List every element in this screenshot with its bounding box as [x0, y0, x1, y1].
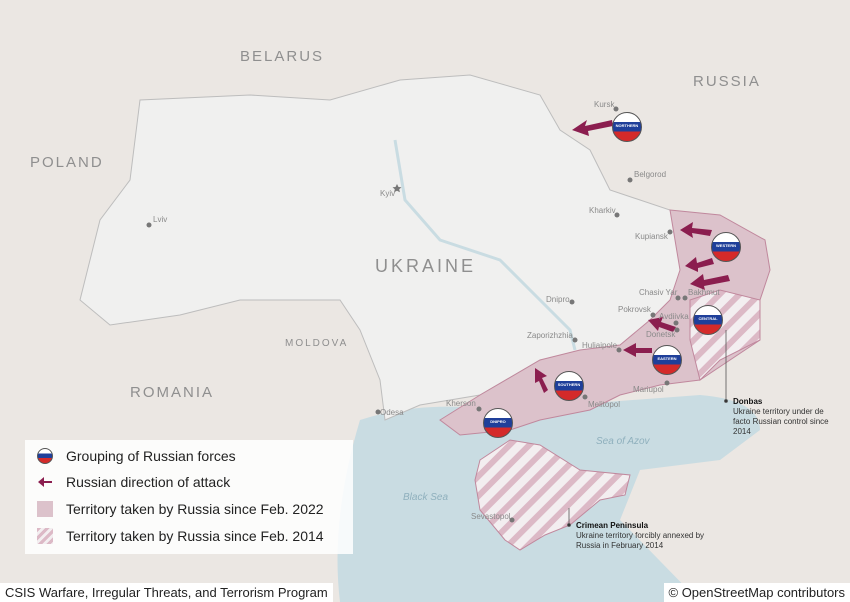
capital-star-icon	[392, 184, 402, 193]
force-group-label: NORTHERN	[615, 123, 639, 128]
russian-flag-badge-icon: EASTERN	[652, 345, 682, 375]
country-label-moldova: MOLDOVA	[285, 338, 349, 349]
annotation-title: Donbas	[733, 397, 763, 406]
legend-label: Russian direction of attack	[66, 474, 231, 490]
force-group-label: SOUTHERN	[557, 382, 581, 387]
legend-item: Territory taken by Russia since Feb. 202…	[37, 499, 324, 519]
city-dots	[146, 106, 688, 523]
arrow-left-icon	[535, 368, 548, 393]
city-label: Pokrovsk	[618, 305, 651, 314]
russian-flag-badge-icon	[37, 448, 53, 464]
country-label-poland: POLAND	[30, 154, 104, 171]
legend-label: Territory taken by Russia since Feb. 202…	[66, 501, 324, 517]
russian-flag-badge-icon: NORTHERN	[612, 112, 642, 142]
russian-flag-badge-icon: DNIPRO	[483, 408, 513, 438]
legend-label: Grouping of Russian forces	[66, 448, 236, 464]
russian-flag-badge-icon: WESTERN	[711, 232, 741, 262]
legend-item: Russian direction of attack	[37, 472, 230, 492]
country-label-ukraine: UKRAINE	[375, 256, 477, 276]
city-label: Kherson	[446, 399, 476, 408]
occupied-2014-crimea	[474, 439, 631, 551]
legend-label: Territory taken by Russia since Feb. 201…	[66, 528, 324, 544]
arrow-left-icon	[623, 343, 652, 357]
city-label: Lviv	[153, 215, 168, 224]
dnipro-river	[393, 139, 577, 351]
city-label: Mariupol	[633, 385, 664, 394]
city-label: Kupiansk	[635, 232, 668, 241]
city-label: Zaporizhzhia	[527, 331, 573, 340]
country-label-romania: ROMANIA	[130, 384, 215, 401]
arrow-left-icon	[648, 317, 676, 332]
russian-flag-badge-icon: CENTRAL	[693, 305, 723, 335]
city-label: Melitopol	[588, 400, 621, 409]
force-group-label: EASTERN	[657, 356, 677, 361]
city-label: Belgorod	[634, 170, 667, 179]
country-label-belarus: BELARUS	[240, 48, 325, 65]
city-label: Kharkiv	[589, 206, 616, 215]
arrow-left-icon	[572, 120, 613, 136]
arrow-left-icon	[680, 222, 712, 238]
city-label: Donetsk	[646, 330, 676, 339]
legend-item: Grouping of Russian forces	[37, 446, 236, 466]
city-label: Kursk	[594, 100, 615, 109]
annotation-text: Ukraine territory under de facto Russian…	[733, 407, 829, 436]
sea-label-azov: Sea of Azov	[596, 436, 650, 447]
map-attribution: © OpenStreetMap contributors	[663, 583, 850, 602]
city-label: Odesa	[380, 408, 404, 417]
donbas-annotation: Donbas Ukraine territory under de facto R…	[733, 397, 833, 437]
city-label: Huliaipole	[582, 341, 618, 350]
arrow-left-icon	[38, 477, 52, 487]
crimea-annotation: Crimean Peninsula Ukraine territory forci…	[576, 521, 706, 551]
arrow-left-icon	[685, 257, 714, 272]
city-label: Kyiv	[380, 189, 396, 198]
annotation-title: Crimean Peninsula	[576, 521, 649, 530]
city-label: Avdiivka	[659, 312, 689, 321]
arrow-left-icon	[690, 274, 730, 290]
annotation-text: Ukraine territory forcibly annexed by Ru…	[576, 531, 705, 550]
country-label-russia: RUSSIA	[693, 73, 761, 90]
sea-label-black-sea: Black Sea	[403, 492, 449, 503]
solid-pink-swatch-icon	[37, 501, 53, 517]
source-credit: CSIS Warfare, Irregular Threats, and Ter…	[0, 583, 333, 602]
force-group-label: CENTRAL	[698, 316, 718, 321]
force-group-label: WESTERN	[716, 243, 736, 248]
city-label: Sevastopol	[471, 512, 511, 521]
striped-pink-swatch-icon	[37, 528, 53, 544]
force-group-label: DNIPRO	[490, 419, 506, 424]
legend-item: Territory taken by Russia since Feb. 201…	[37, 526, 324, 546]
city-label: Dnipro	[546, 295, 570, 304]
legend: Grouping of Russian forces Russian direc…	[25, 440, 353, 554]
city-label: Bakhmut	[688, 288, 720, 297]
city-label: Chasiv Yar	[639, 288, 678, 297]
russian-flag-badge-icon: SOUTHERN	[554, 371, 584, 401]
attack-arrows	[535, 120, 730, 393]
